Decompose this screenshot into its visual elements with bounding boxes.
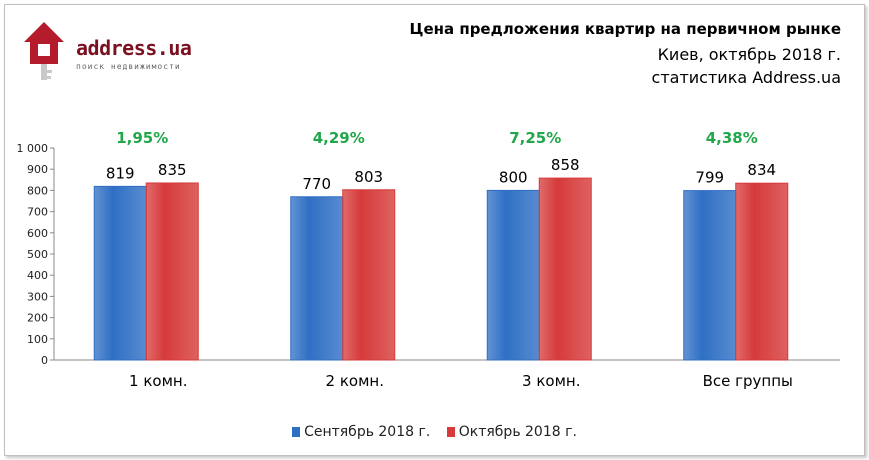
legend-swatch-series1: [292, 427, 301, 437]
data-label: 800: [499, 168, 528, 186]
y-tick-label: 500: [27, 248, 48, 261]
y-tick-label: 900: [27, 163, 48, 176]
data-label: 835: [158, 161, 187, 179]
y-tick-label: 1 000: [17, 142, 49, 155]
data-label: 858: [551, 156, 580, 174]
bar: [145, 182, 199, 361]
chart-title: Цена предложения квартир на первичном ры…: [409, 20, 841, 38]
x-tick-label: 1 комн.: [129, 372, 187, 390]
x-tick-label: Все группы: [703, 372, 793, 390]
data-label: 834: [747, 161, 776, 179]
data-label: 803: [354, 168, 383, 186]
legend-swatch-series2: [446, 427, 455, 437]
y-tick-label: 100: [27, 333, 48, 346]
y-tick-label: 800: [27, 184, 48, 197]
legend-label-series1: Сентябрь 2018 г.: [304, 424, 431, 440]
y-tick-label: 300: [27, 290, 48, 303]
bar: [486, 189, 540, 361]
address-logo: address.ua поиск недвижимости: [18, 14, 198, 86]
x-tick-label: 2 комн.: [326, 372, 384, 390]
percent-change-label: 1,95%: [116, 129, 168, 147]
bar: [290, 196, 344, 361]
y-tick-label: 200: [27, 312, 48, 325]
bar: [538, 177, 592, 361]
data-label: 799: [695, 169, 724, 187]
y-tick-label: 400: [27, 269, 48, 282]
chart-subtitle: Киев, октябрь 2018 г.: [657, 45, 841, 64]
bar: [735, 182, 789, 361]
percent-change-label: 4,29%: [313, 129, 365, 147]
logo-text: address.ua: [76, 36, 192, 60]
data-label: 819: [106, 164, 135, 182]
legend-label-series2: Октябрь 2018 г.: [458, 424, 577, 440]
percent-change-label: 7,25%: [509, 129, 561, 147]
logo-tagline: поиск недвижимости: [76, 62, 181, 71]
y-tick-label: 0: [41, 354, 48, 367]
bar: [342, 189, 396, 361]
bar: [93, 185, 147, 361]
bar: [683, 190, 737, 361]
percent-change-label: 4,38%: [706, 129, 758, 147]
legend: Сентябрь 2018 г. Октябрь 2018 г.: [0, 424, 869, 440]
y-tick-label: 600: [27, 227, 48, 240]
data-label: 770: [302, 175, 331, 193]
chart-source: статистика Address.ua: [651, 68, 841, 87]
house-key-icon: [24, 22, 64, 80]
y-tick-label: 700: [27, 206, 48, 219]
x-tick-label: 3 комн.: [522, 372, 580, 390]
legend-item-series2: Октябрь 2018 г.: [446, 424, 577, 440]
legend-item-series1: Сентябрь 2018 г.: [292, 424, 435, 440]
